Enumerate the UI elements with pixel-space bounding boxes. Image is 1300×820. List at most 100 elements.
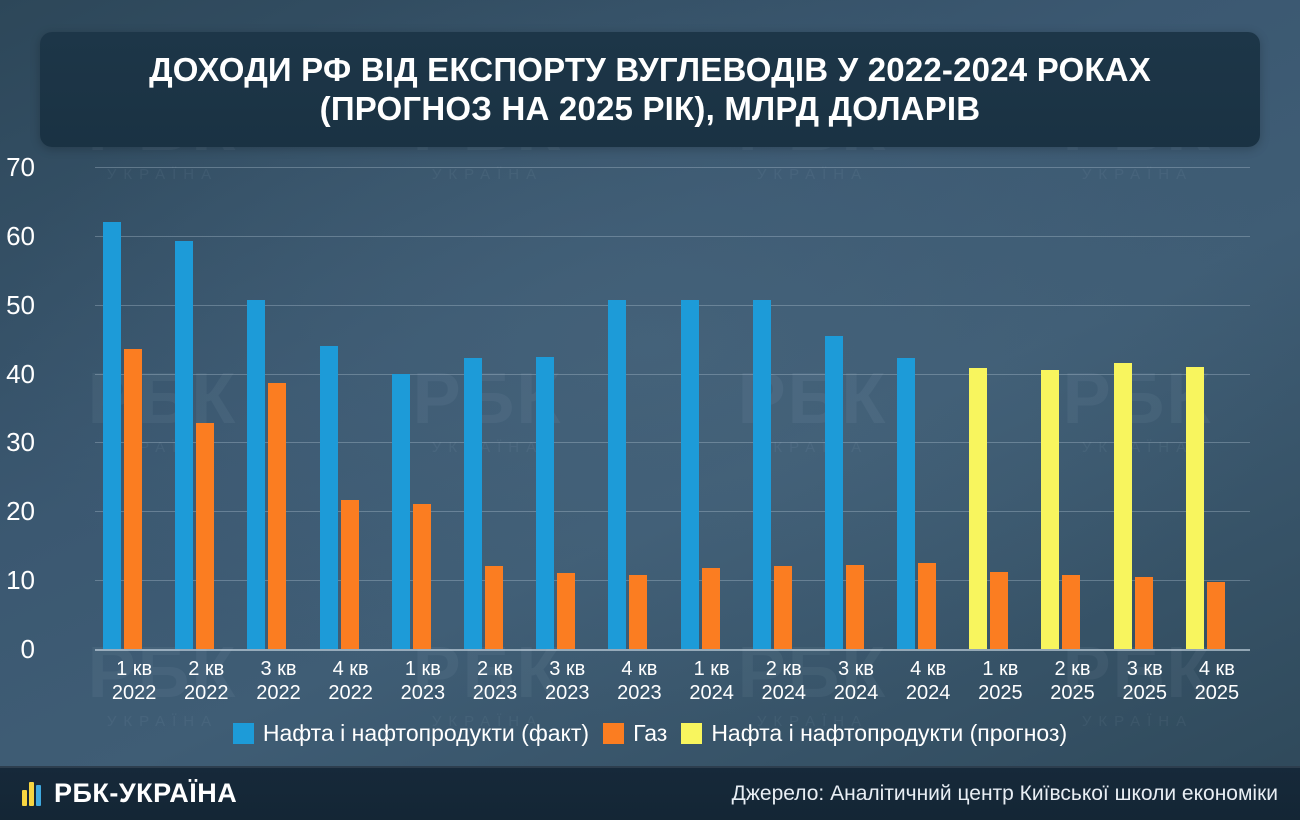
legend-label: Нафта і нафтопродукти (факт)	[262, 720, 590, 746]
x-axis-tick-label: 3 кв 2024	[833, 658, 879, 705]
y-axis-tick-label: 30	[6, 427, 35, 458]
source-attribution: Джерело: Аналітичний центр Київської шко…	[731, 781, 1278, 805]
bar[interactable]	[680, 299, 699, 649]
y-axis-tick-label: 60	[6, 220, 35, 251]
y-axis-tick-label: 10	[6, 565, 35, 596]
bar-group	[463, 167, 536, 649]
legend-swatch-icon	[603, 723, 625, 744]
legend-swatch-icon	[681, 723, 703, 744]
bar-group	[391, 167, 464, 649]
gridline	[95, 373, 1250, 375]
x-axis-tick-label: 1 кв 2023	[400, 658, 446, 705]
bar[interactable]	[1185, 367, 1204, 649]
x-axis-tick-label: 2 кв 2024	[761, 658, 807, 705]
bar-group	[680, 167, 753, 649]
x-axis-tick-label: 3 кв 2022	[256, 658, 301, 705]
bar[interactable]	[319, 346, 338, 649]
bar[interactable]	[557, 572, 576, 649]
bar[interactable]	[845, 565, 864, 649]
bar[interactable]	[897, 358, 916, 649]
y-axis-tick-label: 20	[6, 496, 35, 527]
x-axis-tick-label: 2 кв 2022	[184, 658, 229, 705]
legend-item[interactable]: Нафта і нафтопродукти (прогноз)	[681, 722, 1067, 745]
bar[interactable]	[484, 566, 503, 649]
bar-series-container	[95, 167, 1250, 649]
chart-legend: Нафта і нафтопродукти (факт) Газ Нафта і н…	[0, 722, 1300, 745]
bar[interactable]	[773, 565, 792, 649]
page-title: ДОХОДИ РФ ВІД ЕКСПОРТУ ВУГЛЕВОДІВ У 2022…	[149, 50, 1151, 127]
bar[interactable]	[824, 335, 843, 649]
x-axis-tick-label: 4 кв 2025	[1194, 658, 1240, 705]
bar[interactable]	[969, 368, 988, 649]
logo-text: РБК-УКРАЇНА	[54, 777, 238, 808]
x-axis-tick-label: 3 кв 2023	[544, 658, 590, 705]
x-axis-tick-label: 1 кв 2025	[978, 658, 1023, 705]
bar[interactable]	[990, 571, 1009, 649]
bar[interactable]	[536, 357, 555, 649]
bar[interactable]	[1062, 575, 1081, 649]
bar[interactable]	[340, 500, 359, 649]
chart-plot-area: 0 10 20 30 40 50 60 70 1 кв 2022 2 кв 2022 3 кв 2…	[6, 154, 1250, 704]
footer-bar: РБК-УКРАЇНА Джерело: Аналітичний центр К…	[0, 766, 1300, 820]
bar[interactable]	[608, 299, 627, 649]
y-axis-tick-label: 50	[6, 289, 35, 320]
rbc-ukraine-logo[interactable]: РБК-УКРАЇНА	[22, 777, 238, 808]
x-axis-tick-label: 4 кв 2023	[617, 658, 662, 705]
bar-group	[1185, 167, 1258, 649]
gridline	[95, 235, 1250, 237]
bar[interactable]	[1134, 577, 1153, 649]
bar[interactable]	[412, 503, 431, 649]
x-axis-tick-label: 2 кв 2023	[472, 658, 518, 705]
logo-bars-icon	[22, 780, 44, 806]
gridline	[95, 304, 1250, 306]
bar-group	[1113, 167, 1186, 649]
bar[interactable]	[175, 240, 194, 649]
bar[interactable]	[1113, 363, 1132, 649]
gridline	[95, 511, 1250, 513]
footer-divider	[0, 766, 1300, 768]
bar[interactable]	[629, 574, 648, 649]
legend-label: Газ	[633, 720, 668, 746]
bar-group	[752, 167, 825, 649]
bar-group	[103, 167, 175, 649]
bar[interactable]	[701, 567, 720, 649]
x-axis-tick-label: 4 кв 2024	[905, 658, 951, 705]
legend-swatch-icon	[232, 723, 254, 744]
x-axis-tick-label: 3 кв 2025	[1122, 658, 1167, 705]
bar[interactable]	[268, 383, 287, 649]
x-axis-tick-label: 4 кв 2022	[328, 658, 373, 705]
bar[interactable]	[196, 423, 215, 649]
legend-item[interactable]: Нафта і нафтопродукти (факт)	[232, 720, 590, 746]
y-axis-tick-label: 40	[6, 358, 35, 389]
bar[interactable]	[247, 299, 266, 649]
bar-group	[175, 167, 247, 649]
gridline	[95, 167, 1250, 168]
bar-group	[969, 167, 1041, 649]
y-axis-tick-label: 70	[6, 152, 35, 182]
bar[interactable]	[391, 373, 410, 649]
bar[interactable]	[1041, 370, 1060, 649]
x-axis-tick-label: 2 кв 2025	[1050, 658, 1095, 705]
bar-group	[319, 167, 392, 649]
legend-label: Нафта і нафтопродукти (прогноз)	[711, 720, 1068, 746]
gridline	[95, 580, 1250, 582]
bar[interactable]	[1206, 582, 1225, 649]
bar-group	[897, 167, 969, 649]
bar-group	[824, 167, 897, 649]
gridline	[95, 649, 1250, 651]
bar[interactable]	[918, 562, 937, 649]
bar-group	[536, 167, 608, 649]
bar-group	[1041, 167, 1113, 649]
legend-item[interactable]: Газ	[603, 722, 667, 745]
y-axis-tick-label: 0	[20, 634, 35, 664]
bar-group	[608, 167, 680, 649]
title-banner: ДОХОДИ РФ ВІД ЕКСПОРТУ ВУГЛЕВОДІВ У 2022…	[40, 32, 1260, 147]
bar[interactable]	[463, 358, 482, 649]
x-axis-tick-label: 1 кв 2024	[689, 658, 734, 705]
bar-group	[247, 167, 319, 649]
bar[interactable]	[103, 222, 121, 649]
bar[interactable]	[124, 348, 142, 649]
bar[interactable]	[752, 299, 771, 649]
gridline	[95, 442, 1250, 444]
